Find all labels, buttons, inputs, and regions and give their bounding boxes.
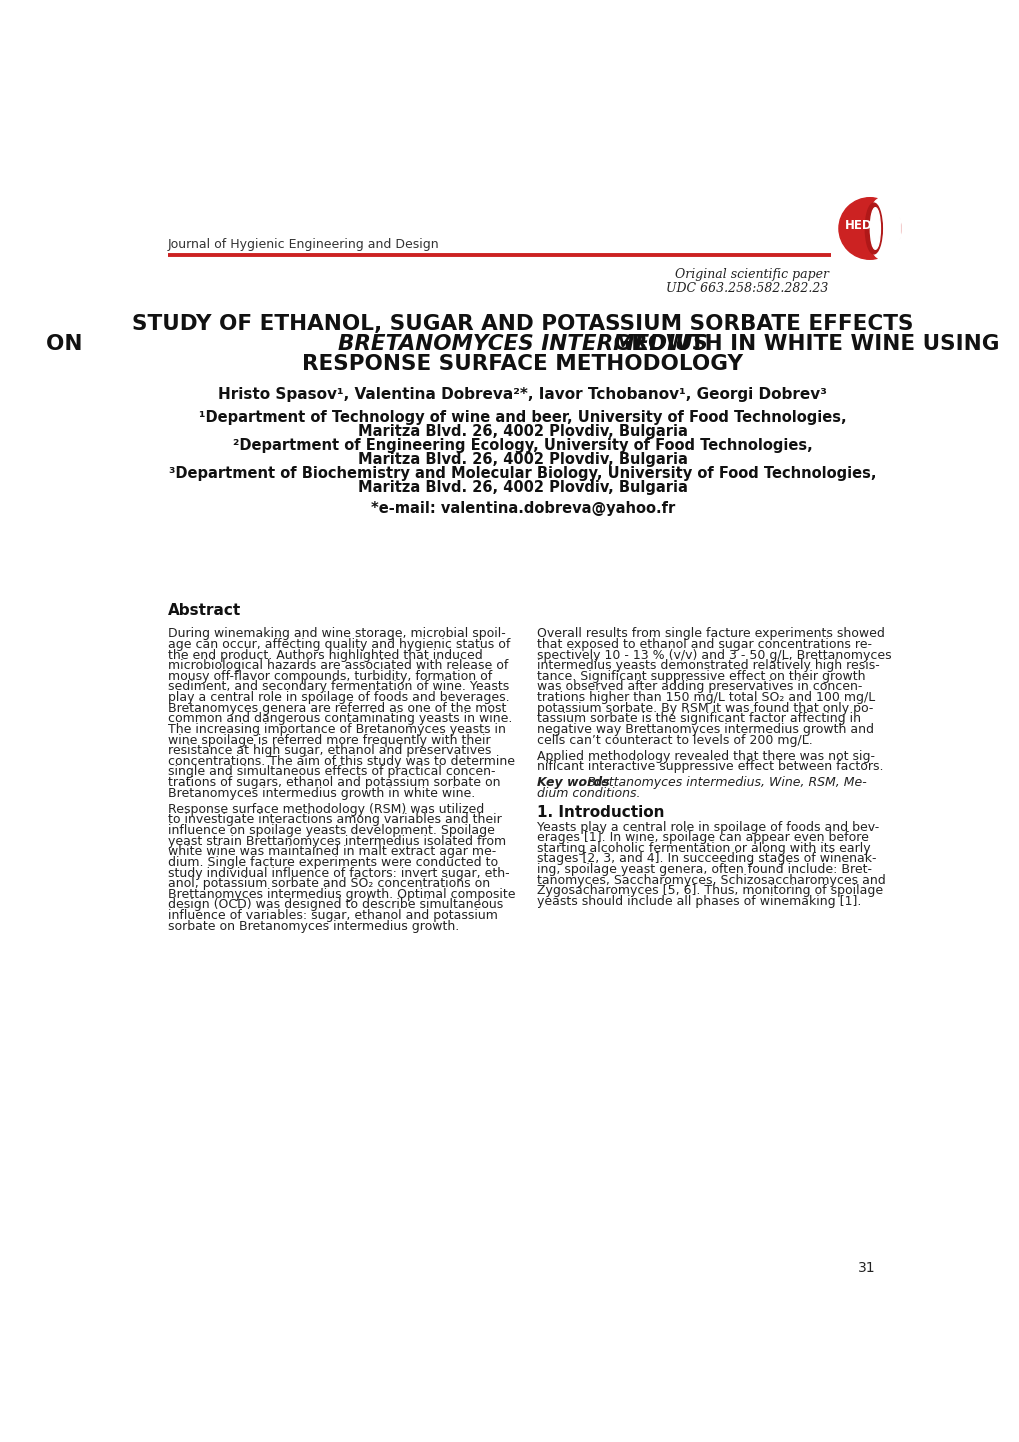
Text: mousy off-flavor compounds, turbidity, formation of: mousy off-flavor compounds, turbidity, f…: [168, 671, 491, 684]
Text: wine spoilage is referred more frequently with their: wine spoilage is referred more frequentl…: [168, 734, 490, 747]
Text: trations higher than 150 mg/L total SO₂ and 100 mg/L: trations higher than 150 mg/L total SO₂ …: [536, 691, 874, 704]
Text: trations of sugars, ethanol and potassium sorbate on: trations of sugars, ethanol and potassiu…: [168, 776, 499, 789]
Text: Hristo Spasov¹, Valentina Dobreva²*, Iavor Tchobanov¹, Georgi Dobrev³: Hristo Spasov¹, Valentina Dobreva²*, Iav…: [218, 388, 826, 402]
Text: sorbate on Bretanomyces intermedius growth.: sorbate on Bretanomyces intermedius grow…: [168, 920, 459, 933]
Text: UDC 663.258:582.282.23: UDC 663.258:582.282.23: [665, 283, 828, 296]
Text: sediment, and secondary fermentation of wine. Yeasts: sediment, and secondary fermentation of …: [168, 681, 508, 694]
Text: ³Department of Biochemistry and Molecular Biology, University of Food Technologi: ³Department of Biochemistry and Molecula…: [169, 466, 875, 480]
Text: tanomyces, Saccharomyces, Schizosaccharomyces and: tanomyces, Saccharomyces, Schizosaccharo…: [536, 874, 884, 887]
Text: stages [2, 3, and 4]. In succeeding stages of winenak-: stages [2, 3, and 4]. In succeeding stag…: [536, 852, 875, 865]
Text: Zygosacharomyces [5, 6]. Thus, monitoring of spoilage: Zygosacharomyces [5, 6]. Thus, monitorin…: [536, 884, 882, 897]
Text: intermedius yeasts demonstrated relatively high resis-: intermedius yeasts demonstrated relative…: [536, 659, 878, 672]
Text: 31: 31: [857, 1260, 874, 1275]
Text: Maritza Blvd. 26, 4002 Plovdiv, Bulgaria: Maritza Blvd. 26, 4002 Plovdiv, Bulgaria: [358, 451, 687, 467]
Text: Maritza Blvd. 26, 4002 Plovdiv, Bulgaria: Maritza Blvd. 26, 4002 Plovdiv, Bulgaria: [358, 424, 687, 440]
Text: The increasing importance of Bretanomyces yeasts in: The increasing importance of Bretanomyce…: [168, 722, 505, 735]
Text: Key words: Key words: [536, 776, 609, 789]
Text: yeast strain Brettanomyces intermedius isolated from: yeast strain Brettanomyces intermedius i…: [168, 835, 505, 848]
Text: yeasts should include all phases of winemaking [1].: yeasts should include all phases of wine…: [536, 895, 860, 908]
Text: : Brettanomyces intermedius, Wine, RSM, Me-: : Brettanomyces intermedius, Wine, RSM, …: [579, 776, 866, 789]
Text: microbiological hazards are associated with release of: microbiological hazards are associated w…: [168, 659, 507, 672]
Text: Journal of Hygienic Engineering and Design: Journal of Hygienic Engineering and Desi…: [168, 238, 439, 251]
Text: influence on spoilage yeasts development. Spoilage: influence on spoilage yeasts development…: [168, 823, 494, 836]
Ellipse shape: [866, 198, 900, 260]
Text: to investigate interactions among variables and their: to investigate interactions among variab…: [168, 813, 501, 826]
Text: negative way Brettanomyces intermedius growth and: negative way Brettanomyces intermedius g…: [536, 722, 873, 735]
Text: cells can’t counteract to levels of 200 mg/L.: cells can’t counteract to levels of 200 …: [536, 734, 812, 747]
Text: design (OCD) was designed to describe simultaneous: design (OCD) was designed to describe si…: [168, 898, 502, 911]
Text: STUDY OF ETHANOL, SUGAR AND POTASSIUM SORBATE EFFECTS: STUDY OF ETHANOL, SUGAR AND POTASSIUM SO…: [131, 314, 913, 335]
Text: During winemaking and wine storage, microbial spoil-: During winemaking and wine storage, micr…: [168, 627, 505, 640]
Text: influence of variables: sugar, ethanol and potassium: influence of variables: sugar, ethanol a…: [168, 908, 497, 921]
Text: single and simultaneous effects of practical concen-: single and simultaneous effects of pract…: [168, 766, 495, 779]
Text: dium conditions.: dium conditions.: [536, 787, 640, 800]
Text: age can occur, affecting quality and hygienic status of: age can occur, affecting quality and hyg…: [168, 637, 510, 650]
Text: ¹Department of Technology of wine and beer, University of Food Technologies,: ¹Department of Technology of wine and be…: [199, 411, 846, 425]
Text: tance. Significant suppressive effect on their growth: tance. Significant suppressive effect on…: [536, 671, 864, 684]
Text: Brettanomyces intermedius growth. Optimal composite: Brettanomyces intermedius growth. Optima…: [168, 888, 515, 901]
Text: Overall results from single facture experiments showed: Overall results from single facture expe…: [536, 627, 883, 640]
Text: BRETANOMYCES INTERMEDIUS: BRETANOMYCES INTERMEDIUS: [337, 335, 707, 353]
Text: potassium sorbate. By RSM it was found that only po-: potassium sorbate. By RSM it was found t…: [536, 702, 872, 715]
Text: Yeasts play a central role in spoilage of foods and bev-: Yeasts play a central role in spoilage o…: [536, 820, 878, 833]
Text: ing, spoilage yeast genera, often found include: Bret-: ing, spoilage yeast genera, often found …: [536, 864, 871, 877]
Text: anol, potassium sorbate and SO₂ concentrations on: anol, potassium sorbate and SO₂ concentr…: [168, 877, 489, 890]
Text: nificant interactive suppressive effect between factors.: nificant interactive suppressive effect …: [536, 760, 882, 773]
Text: Original scientific paper: Original scientific paper: [675, 268, 828, 281]
Text: was observed after adding preservatives in concen-: was observed after adding preservatives …: [536, 681, 861, 694]
Ellipse shape: [869, 208, 879, 249]
Ellipse shape: [864, 203, 881, 254]
Text: study individual influence of factors: invert sugar, eth-: study individual influence of factors: i…: [168, 867, 508, 880]
Circle shape: [839, 198, 900, 260]
Text: ²Department of Engineering Ecology, University of Food Technologies,: ²Department of Engineering Ecology, Univ…: [232, 438, 812, 453]
Text: erages [1]. In wine, spoilage can appear even before: erages [1]. In wine, spoilage can appear…: [536, 831, 868, 844]
Text: white wine was maintained in malt extract agar me-: white wine was maintained in malt extrac…: [168, 845, 495, 858]
Text: dium. Single facture experiments were conducted to: dium. Single facture experiments were co…: [168, 857, 497, 870]
Text: Response surface methodology (RSM) was utilized: Response surface methodology (RSM) was u…: [168, 803, 484, 816]
Text: Bretanomyces genera are referred as one of the most: Bretanomyces genera are referred as one …: [168, 702, 505, 715]
Text: Maritza Blvd. 26, 4002 Plovdiv, Bulgaria: Maritza Blvd. 26, 4002 Plovdiv, Bulgaria: [358, 480, 687, 495]
Text: RESPONSE SURFACE METHODOLOGY: RESPONSE SURFACE METHODOLOGY: [302, 353, 743, 373]
Text: spectively 10 - 13 % (v/v) and 3 - 50 g/L, Brettanomyces: spectively 10 - 13 % (v/v) and 3 - 50 g/…: [536, 649, 891, 662]
Text: concentrations. The aim of this study was to determine: concentrations. The aim of this study wa…: [168, 754, 515, 767]
Text: Abstract: Abstract: [168, 603, 240, 619]
Text: ON                          GROWTH IN WHITE WINE USING: ON GROWTH IN WHITE WINE USING: [46, 335, 999, 353]
Text: that exposed to ethanol and sugar concentrations re-: that exposed to ethanol and sugar concen…: [536, 637, 871, 650]
Text: *e-mail: valentina.dobreva@yahoo.fr: *e-mail: valentina.dobreva@yahoo.fr: [370, 502, 675, 516]
Text: the end product. Authors highlighted that induced: the end product. Authors highlighted tha…: [168, 649, 482, 662]
Text: HED: HED: [845, 219, 872, 232]
Text: resistance at high sugar, ethanol and preservatives: resistance at high sugar, ethanol and pr…: [168, 744, 491, 757]
Text: starting alcoholic fermentation or along with its early: starting alcoholic fermentation or along…: [536, 842, 869, 855]
Text: tassium sorbate is the significant factor affecting in: tassium sorbate is the significant facto…: [536, 712, 860, 725]
Text: Applied methodology revealed that there was not sig-: Applied methodology revealed that there …: [536, 750, 874, 763]
Text: play a central role in spoilage of foods and beverages.: play a central role in spoilage of foods…: [168, 691, 508, 704]
Text: common and dangerous contaminating yeasts in wine.: common and dangerous contaminating yeast…: [168, 712, 512, 725]
Text: Bretanomyces intermedius growth in white wine.: Bretanomyces intermedius growth in white…: [168, 787, 475, 800]
Text: 1. Introduction: 1. Introduction: [536, 805, 663, 820]
